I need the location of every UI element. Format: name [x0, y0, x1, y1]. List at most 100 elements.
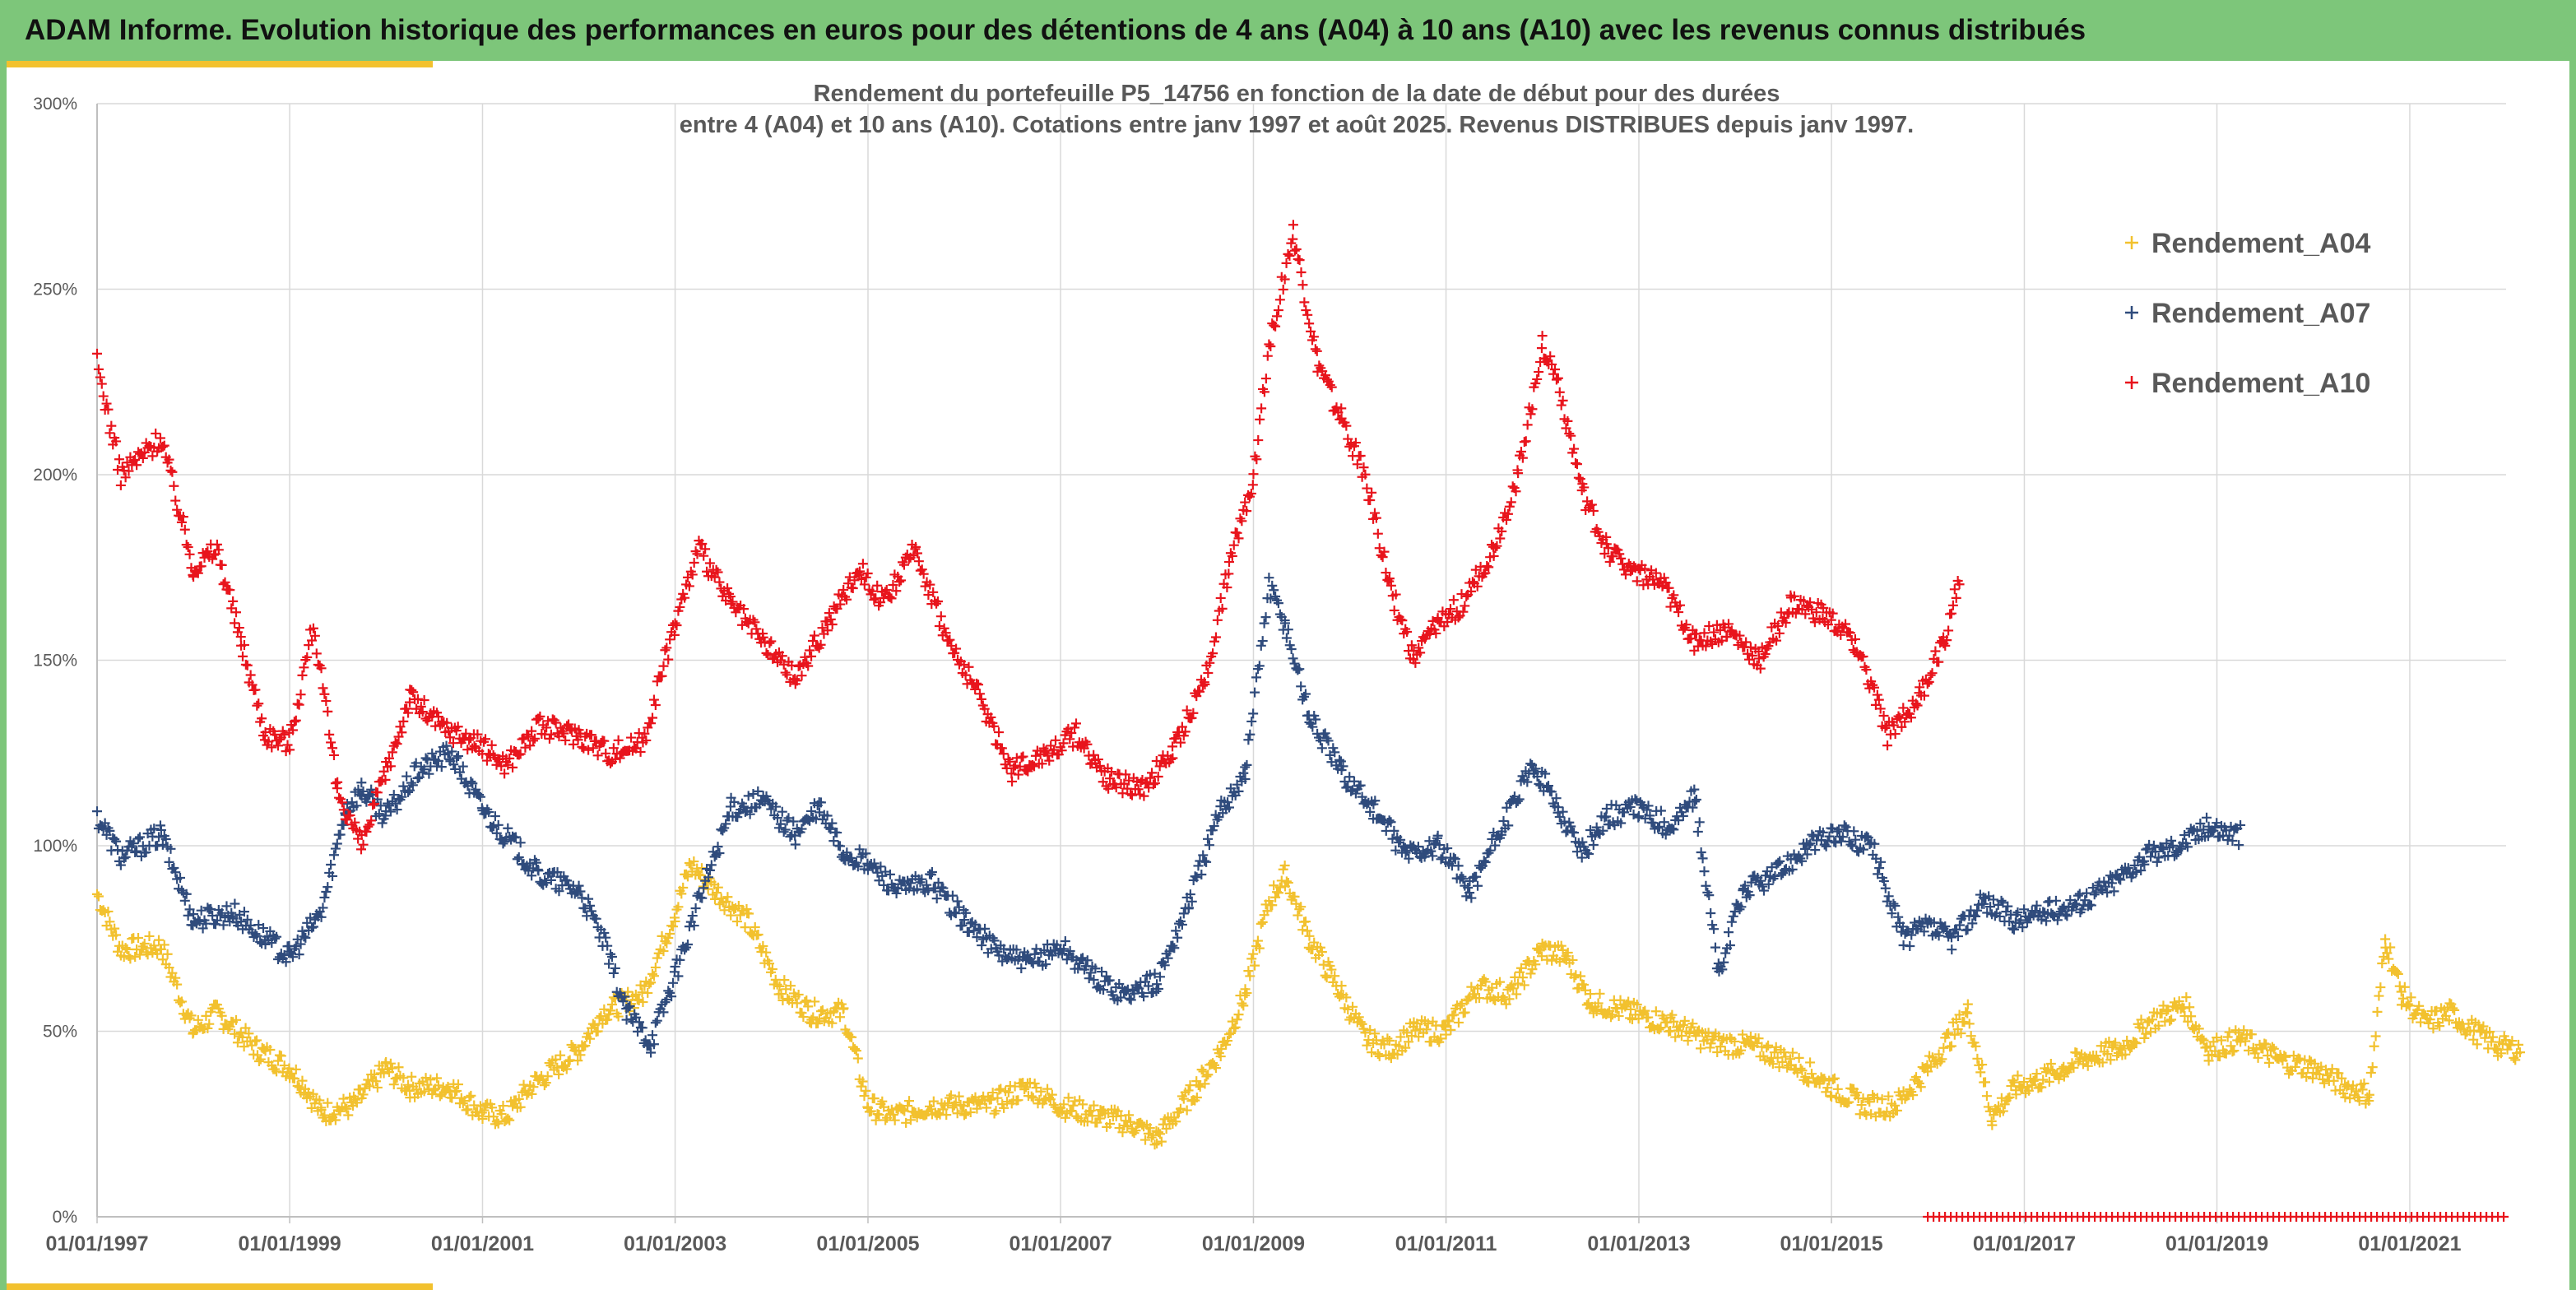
data-point: [319, 1110, 330, 1121]
data-point: [941, 1110, 952, 1121]
data-point: [1645, 810, 1655, 821]
data-point: [326, 860, 337, 870]
data-point: [1242, 988, 1252, 999]
data-point: [270, 933, 281, 944]
data-point: [727, 596, 738, 607]
data-point: [1701, 880, 1711, 891]
data-point: [950, 1097, 961, 1108]
data-point: [594, 1013, 605, 1023]
data-point: [1832, 826, 1843, 837]
data-point: [528, 735, 539, 746]
data-point: [857, 559, 868, 569]
data-point: [1116, 992, 1126, 1003]
data-point: [488, 1111, 499, 1122]
data-point: [355, 1084, 365, 1095]
data-point: [345, 810, 355, 820]
data-point: [234, 623, 244, 633]
legend-label: Rendement_A10: [2151, 368, 2370, 399]
data-point: [1460, 601, 1470, 611]
data-point: [508, 1101, 518, 1111]
data-point: [1200, 856, 1210, 866]
data-point: [1019, 1084, 1030, 1095]
data-point: [1584, 848, 1594, 859]
data-point: [1972, 905, 1983, 916]
data-point: [2182, 842, 2193, 852]
data-point: [1684, 1028, 1695, 1038]
data-point: [307, 922, 318, 933]
data-point: [1238, 768, 1249, 778]
y-tick-label: 150%: [33, 652, 77, 671]
data-point: [1719, 957, 1729, 968]
data-point: [1557, 944, 1568, 955]
data-point: [1556, 940, 1566, 951]
data-point: [1562, 947, 1573, 958]
data-point: [613, 1011, 624, 1022]
data-point: [471, 784, 481, 795]
data-point: [2301, 1071, 2312, 1082]
data-point: [302, 917, 313, 928]
data-point: [1237, 516, 1247, 527]
data-point: [1288, 220, 1298, 230]
data-point: [109, 834, 120, 845]
data-point: [170, 972, 181, 983]
data-point: [2393, 968, 2403, 979]
data-point: [1512, 796, 1523, 806]
data-point: [447, 746, 457, 757]
data-point: [2203, 1056, 2214, 1066]
data-point: [1744, 890, 1755, 901]
data-point: [290, 715, 301, 726]
data-point: [1983, 1102, 1993, 1112]
data-point: [1998, 1106, 2008, 1116]
data-point: [1269, 880, 1279, 891]
data-point: [165, 843, 176, 854]
frame-right-border: [2569, 61, 2576, 1290]
data-point: [299, 662, 309, 673]
data-point: [1357, 791, 1367, 802]
data-point: [711, 888, 722, 898]
data-point: [1078, 953, 1088, 963]
data-point: [417, 707, 428, 717]
data-point: [292, 1080, 303, 1091]
data-point: [1878, 876, 1889, 887]
data-point: [1207, 825, 1218, 836]
data-point: [2428, 1023, 2439, 1034]
data-point: [424, 768, 434, 779]
data-point: [1387, 833, 1398, 844]
data-point: [1126, 995, 1136, 1005]
data-point: [1577, 837, 1588, 847]
data-point: [1212, 615, 1223, 625]
header-banner: ADAM Informe. Evolution historique des p…: [0, 0, 2576, 61]
data-point: [947, 1102, 958, 1113]
data-point: [1938, 1042, 1949, 1053]
data-point: [429, 1085, 439, 1096]
data-point: [586, 906, 596, 916]
data-point: [1962, 1008, 1973, 1019]
data-point: [670, 618, 680, 629]
data-point: [689, 558, 699, 568]
data-point: [1242, 759, 1252, 770]
data-point: [1084, 973, 1094, 984]
data-point: [2008, 924, 2019, 935]
data-point: [1235, 513, 1246, 524]
data-point: [1302, 926, 1312, 936]
data-point: [1272, 311, 1283, 322]
data-point: [484, 807, 494, 818]
data-point: [513, 1093, 524, 1104]
data-point: [433, 712, 443, 722]
data-point: [1289, 891, 1300, 902]
data-point: [1996, 895, 2007, 906]
data-point: [1252, 935, 1263, 946]
data-point: [2026, 1080, 2037, 1091]
data-point: [2402, 999, 2413, 1009]
data-point: [668, 977, 679, 988]
data-point: [1016, 963, 1027, 973]
data-point: [676, 889, 687, 899]
data-point: [308, 623, 318, 633]
data-point: [1095, 1113, 1106, 1124]
data-point: [950, 908, 961, 919]
data-point: [753, 929, 764, 940]
data-point: [235, 632, 246, 643]
data-point: [2434, 1021, 2445, 1032]
data-point: [1344, 772, 1355, 782]
data-point: [543, 869, 554, 879]
